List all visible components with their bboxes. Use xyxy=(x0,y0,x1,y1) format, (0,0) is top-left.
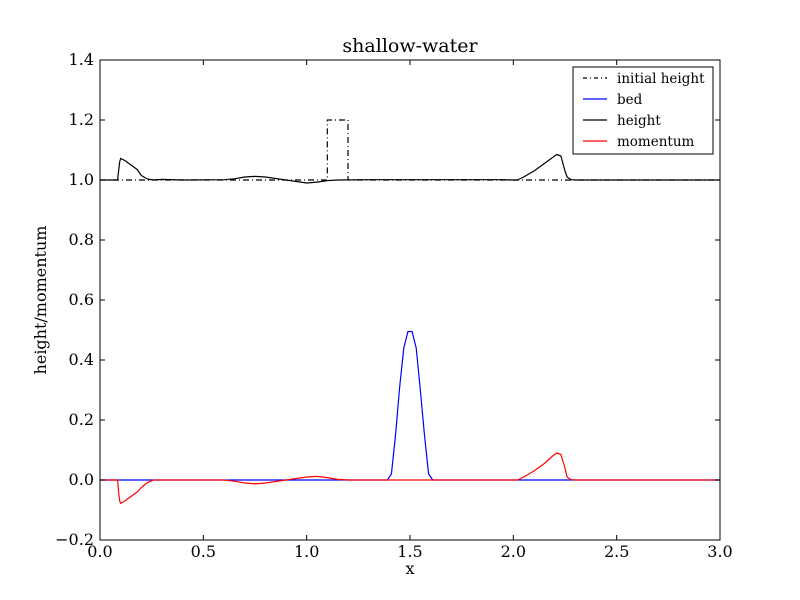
legend-entry-label: height xyxy=(617,113,661,129)
y-tick-label: 1.2 xyxy=(69,110,94,129)
y-tick-label: 0.4 xyxy=(69,350,94,369)
x-tick-label: 0.5 xyxy=(191,542,216,561)
x-tick-label: 0.0 xyxy=(87,542,112,561)
y-tick-label: 0.8 xyxy=(69,230,94,249)
series-line-momentum xyxy=(100,452,720,504)
y-tick-label: 0.2 xyxy=(69,410,94,429)
x-tick-label: 1.5 xyxy=(397,542,422,561)
series-line-height xyxy=(100,153,720,184)
y-tick-label: 0.6 xyxy=(69,290,94,309)
x-tick-label: 2.5 xyxy=(604,542,629,561)
legend: initial height bed height momentum xyxy=(572,66,714,155)
y-tick-label: 1.4 xyxy=(69,50,94,69)
legend-entry-label: initial height xyxy=(617,71,705,87)
y-tick-label: 0.0 xyxy=(69,470,94,489)
legend-box xyxy=(572,66,714,155)
x-axis-label: x xyxy=(405,559,414,578)
x-tick-label: 2.0 xyxy=(501,542,526,561)
ticks-layer: 0.0 0.5 1.0 1.5 2.0 2.5 3.0−0.20.00.20.40.60.8… xyxy=(55,50,733,561)
legend-entry-label: momentum xyxy=(617,134,695,150)
legend-entry-label: bed xyxy=(617,92,643,108)
series-line-bed xyxy=(100,330,720,481)
x-tick-label: 1.0 xyxy=(294,542,319,561)
y-tick-label: −0.2 xyxy=(55,530,94,549)
series-layer xyxy=(100,119,720,504)
y-axis-label: height/momentum xyxy=(31,226,50,375)
chart-title: shallow-water xyxy=(342,35,478,57)
x-tick-label: 3.0 xyxy=(707,542,732,561)
y-tick-label: 1.0 xyxy=(69,170,94,189)
